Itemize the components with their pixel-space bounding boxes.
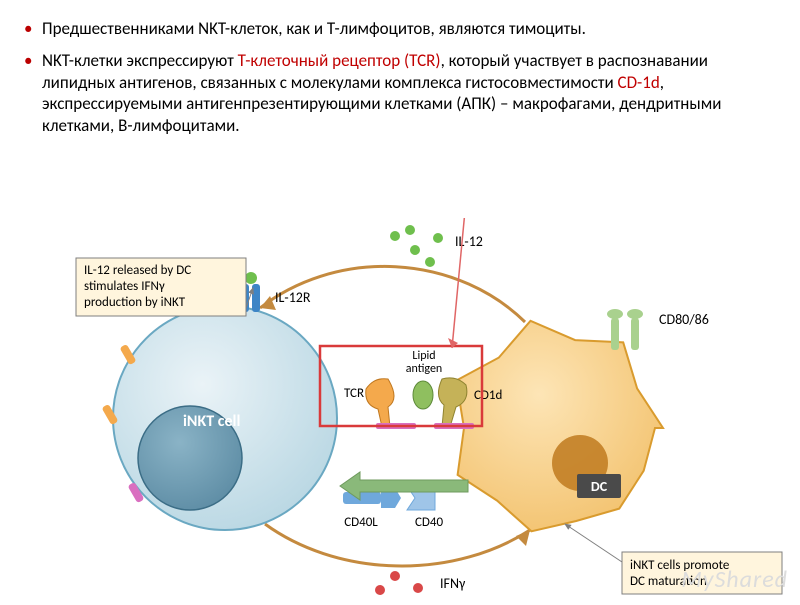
- svg-text:stimulates IFNγ: stimulates IFNγ: [84, 279, 165, 294]
- svg-text:iNKT cell: iNKT cell: [183, 412, 240, 431]
- diagram-svg: IL-12 IFNγ iNKT cell DC IL-12R TCR CD1d Lipidan…: [0, 218, 800, 600]
- b2-seg1: NKT-клетки экспрессируют: [42, 50, 238, 71]
- svg-text:IFNγ: IFNγ: [440, 575, 466, 592]
- svg-text:DC maturation: DC maturation: [630, 574, 707, 589]
- svg-text:IL-12R: IL-12R: [275, 289, 311, 306]
- svg-text:CD1d: CD1d: [474, 388, 502, 403]
- svg-text:antigen: antigen: [406, 362, 442, 376]
- bullet-list: Предшественниками NKT-клеток, как и Т-ли…: [0, 0, 800, 137]
- svg-text:iNKT cells promote: iNKT cells promote: [630, 558, 729, 573]
- svg-text:IL-12 released by DC: IL-12 released by DC: [84, 263, 191, 278]
- b2-red1: Т-клеточный рецептор (TCR): [238, 50, 441, 71]
- svg-text:CD80/86: CD80/86: [659, 311, 709, 328]
- b2-red2: CD-1d: [618, 72, 660, 93]
- svg-text:production by iNKT: production by iNKT: [84, 295, 186, 310]
- svg-text:IL-12: IL-12: [455, 233, 483, 250]
- svg-text:DC: DC: [591, 478, 608, 495]
- svg-text:TCR: TCR: [344, 386, 364, 401]
- diagram-container: IL-12 IFNγ iNKT cell DC IL-12R TCR CD1d Lipidan…: [0, 218, 800, 600]
- bullet-1: Предшественниками NKT-клеток, как и Т-ли…: [42, 18, 772, 40]
- bullet-2: NKT-клетки экспрессируют Т-клеточный рец…: [42, 50, 772, 137]
- svg-text:Lipid: Lipid: [412, 349, 435, 363]
